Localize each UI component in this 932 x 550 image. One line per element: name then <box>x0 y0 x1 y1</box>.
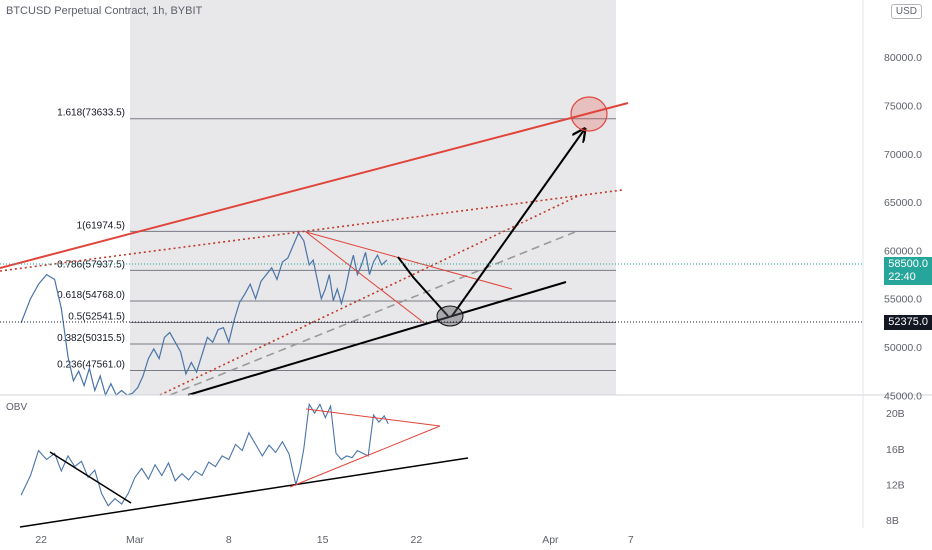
price-axis-tick: 50000.0 <box>884 342 922 354</box>
fib-label: 0.382(50315.5) <box>57 333 125 344</box>
price-axis: 45000.0 50000.0 55000.0 60000.0 65000.0 70000… <box>884 52 922 402</box>
red-wedge-lower <box>305 231 424 323</box>
red-dotted-channel-lower <box>159 195 579 396</box>
obv-axis-tick: 12B <box>886 479 905 491</box>
obv-indicator-label[interactable]: OBV <box>6 402 28 413</box>
obv-axis: 8B 12B 16B 20B <box>886 408 905 527</box>
price-axis-tick: 55000.0 <box>884 294 922 306</box>
price-axis-tick: 60000.0 <box>884 245 922 257</box>
time-axis-tick: 22 <box>35 534 47 546</box>
obv-axis-tick: 8B <box>886 515 899 527</box>
last-price-value: 58500.0 <box>888 258 928 270</box>
time-axis-tick: 8 <box>226 534 232 546</box>
red-upper-trendline <box>0 102 629 269</box>
time-axis-tick: 22 <box>411 534 423 546</box>
time-axis-tick: 15 <box>317 534 329 546</box>
time-axis: 22 Mar 8 15 22 Apr 7 <box>35 534 634 546</box>
price-line <box>20 231 388 397</box>
chart-header-title: BTCUSD Perpetual Contract, 1h, BYBIT <box>6 5 203 17</box>
obv-pane <box>20 402 389 507</box>
obv-axis-tick: 20B <box>886 408 905 420</box>
black-support-trendline <box>187 281 567 396</box>
fib-label: 0.5(52541.5) <box>68 311 125 322</box>
target-circle <box>570 96 608 132</box>
fib-label: 0.618(54768.0) <box>57 290 125 301</box>
level-price-tag: 52375.0 <box>884 315 932 330</box>
grey-dashed-trendline <box>169 231 576 396</box>
fib-label: 0.786(57937.5) <box>57 259 125 270</box>
price-axis-tick: 65000.0 <box>884 197 922 209</box>
obv-black-downtrend <box>49 451 132 504</box>
obv-line <box>20 402 389 507</box>
fib-label: 1(61974.5) <box>77 220 125 231</box>
price-axis-tick: 80000.0 <box>884 52 922 64</box>
fib-label: 1.618(73633.5) <box>57 108 125 119</box>
obv-black-support <box>19 457 469 528</box>
currency-selector[interactable]: USD <box>890 4 922 19</box>
projection-region <box>130 0 616 395</box>
obv-red-triangle-upper <box>305 408 441 427</box>
price-series <box>20 231 388 397</box>
obv-red-triangle-lower <box>289 425 441 488</box>
bar-countdown: 22:40 <box>888 271 916 283</box>
time-axis-tick: Apr <box>542 534 559 546</box>
support-circle <box>436 305 464 327</box>
last-price-tag: 58500.0 22:40 <box>884 257 932 285</box>
obv-axis-tick: 16B <box>886 444 905 456</box>
time-axis-tick: 7 <box>628 534 634 546</box>
projected-path-arrow <box>451 130 584 317</box>
time-axis-tick: Mar <box>126 534 145 546</box>
price-axis-tick: 70000.0 <box>884 149 922 161</box>
price-axis-tick: 75000.0 <box>884 101 922 113</box>
fib-label: 0.236(47561.0) <box>57 360 125 371</box>
price-axis-tick: 45000.0 <box>884 390 922 402</box>
